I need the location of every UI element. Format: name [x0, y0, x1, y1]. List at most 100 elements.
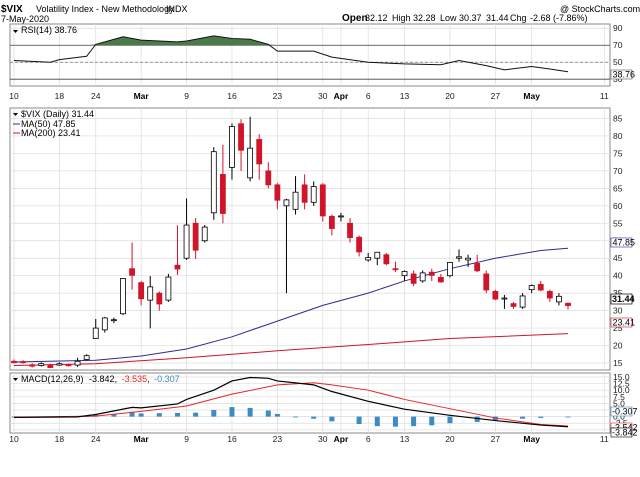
x-tick-label: 16	[227, 91, 237, 101]
candle-body	[129, 268, 135, 276]
candle	[201, 225, 208, 243]
candle-body	[338, 215, 344, 218]
chg-label: Chg	[510, 13, 527, 23]
y-tick-label: 7.5	[613, 392, 625, 402]
x-axis-labels: 10 10 18 18 24 24 Mar Mar 9 9 16 16 23 23 30 30 Apr Apr 6 6…	[9, 91, 609, 444]
candle-body	[483, 273, 490, 291]
candle	[83, 354, 90, 361]
close-badge-text: 31.44	[612, 294, 635, 304]
candle-body	[65, 364, 72, 367]
candle-body	[383, 254, 390, 265]
candle-body	[247, 147, 254, 179]
candle	[256, 134, 263, 180]
candle-body	[492, 290, 499, 300]
ma50-line	[13, 247, 569, 363]
macd-badge-macd: -3.842	[612, 428, 638, 438]
low-value: 30.37	[459, 13, 482, 23]
candle-body	[392, 268, 399, 271]
rsi-legend: RSI(14) 38.76	[13, 25, 77, 35]
x-tick-label: 11	[600, 434, 609, 444]
y-tick-label: 80	[613, 131, 623, 141]
symbol: $VIX	[1, 4, 23, 15]
x-tick-label: 23	[273, 91, 283, 101]
candle	[210, 147, 217, 220]
histogram-bar	[565, 416, 571, 418]
candle-body	[201, 226, 208, 242]
candle	[319, 183, 326, 222]
candle	[456, 249, 462, 262]
exchange: INDX	[166, 4, 188, 14]
candle-body	[47, 364, 54, 368]
security-name: Volatility Index - New Methodology	[36, 4, 174, 14]
x-tick-label: 16	[227, 434, 237, 444]
y-tick-label: 55	[613, 218, 623, 228]
ma200-line	[13, 333, 569, 366]
candle	[29, 363, 36, 368]
candle-body	[301, 184, 308, 203]
y-tick-label: 70	[613, 166, 623, 176]
candle-body	[183, 224, 190, 259]
rsi-badge-text: 38.76	[613, 70, 636, 80]
candle-body	[410, 273, 417, 284]
candle	[111, 317, 117, 324]
histogram-bar	[374, 416, 380, 427]
macd-badges: -0.307 -3.542 -3.842	[610, 406, 638, 438]
candle-body	[210, 151, 217, 214]
candle	[156, 291, 163, 311]
candle-body	[111, 319, 117, 322]
macd-signal-line	[13, 382, 569, 427]
rsi-line	[13, 35, 569, 73]
y-tick-label: 15	[613, 358, 623, 368]
candle-body	[546, 290, 553, 299]
separator: ,	[147, 374, 150, 384]
x-tick-label: May	[523, 91, 540, 101]
candle	[301, 174, 308, 210]
candle-body	[38, 363, 45, 366]
x-tick-label: 10	[9, 434, 19, 444]
candle-body	[92, 327, 99, 339]
x-tick-label: 6	[366, 434, 371, 444]
x-tick-label: 6	[366, 91, 371, 101]
candle	[392, 261, 399, 273]
candle	[447, 262, 453, 278]
close-value: 31.44	[486, 13, 509, 23]
signal-value: -3.535	[122, 374, 148, 384]
candle-body	[437, 277, 444, 283]
rsi-label: RSI(14) 38.76	[21, 25, 77, 35]
x-tick-label: 30	[318, 91, 328, 101]
histogram-bar	[174, 412, 180, 417]
candle	[165, 273, 172, 302]
histogram-bar	[138, 413, 144, 417]
candle-body	[474, 263, 481, 272]
candle	[38, 362, 45, 367]
y-tick-label: 40	[613, 271, 623, 281]
candle-body	[328, 215, 335, 229]
y-tick-label: 50	[613, 57, 623, 67]
histogram-bar	[538, 416, 544, 418]
histogram-bar	[392, 416, 398, 427]
candle-body	[556, 295, 562, 303]
candle-body	[274, 184, 281, 201]
badge-frame	[610, 406, 633, 417]
ma50-badge-text: 47.85	[613, 238, 636, 248]
candle-body	[310, 186, 317, 203]
y-tick-label: 65	[613, 183, 623, 193]
histogram-bar	[211, 410, 217, 417]
x-tick-label: Apr	[334, 434, 349, 444]
candle	[11, 359, 17, 364]
candle-body	[528, 285, 535, 291]
y-tick-label: 12.5	[613, 379, 630, 389]
candle	[238, 119, 244, 171]
x-tick-label: May	[523, 434, 540, 444]
histogram-bar	[111, 413, 117, 417]
candle	[483, 270, 490, 294]
macd-value: -3.842	[89, 374, 115, 384]
candle-body	[156, 292, 163, 305]
legend-marker-icon	[13, 30, 18, 33]
candle	[74, 357, 81, 367]
candle	[219, 144, 226, 224]
candle	[556, 293, 562, 306]
x-tick-label: 13	[400, 91, 410, 101]
candle	[465, 254, 471, 267]
